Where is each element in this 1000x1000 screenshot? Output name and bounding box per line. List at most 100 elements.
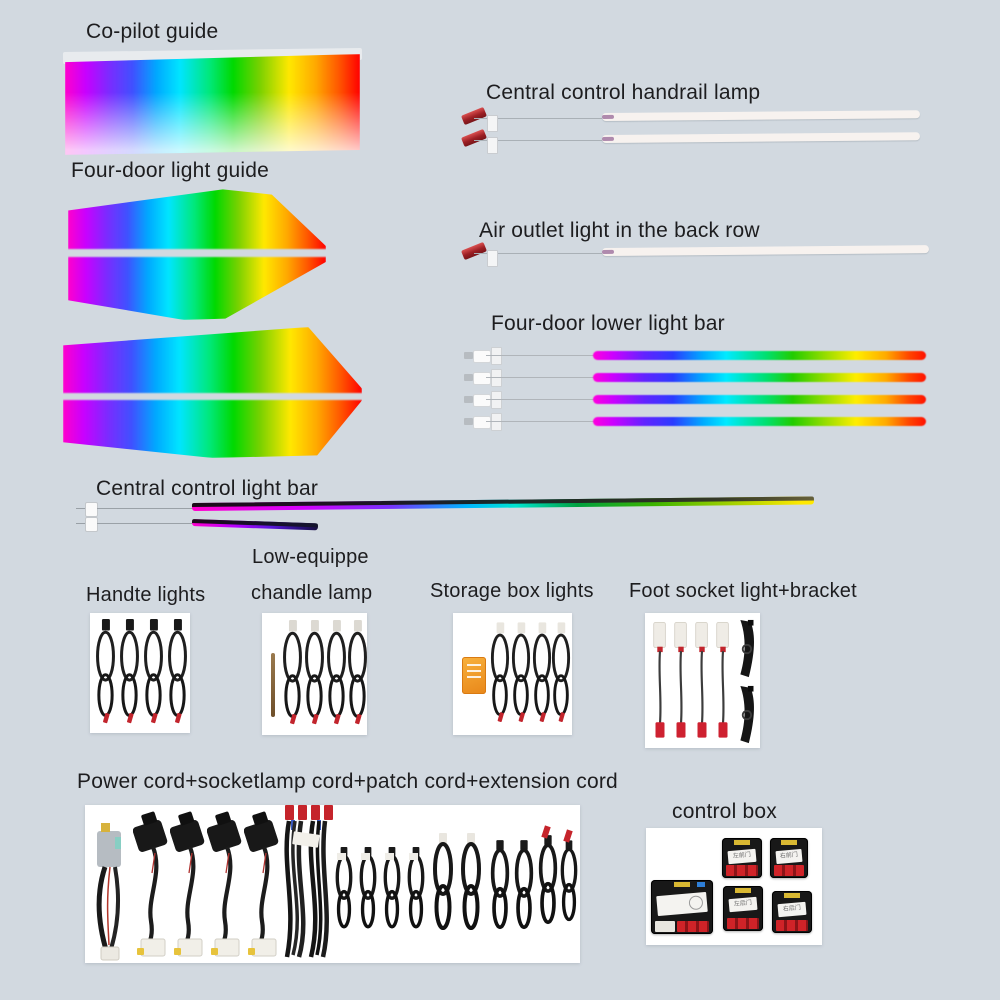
yellow-tab [674, 882, 690, 887]
storage-box-lights-photo [453, 613, 572, 735]
power-cord-set-label: Power cord+socketlamp cord+patch cord+ex… [77, 770, 618, 793]
gray-plug [464, 374, 473, 381]
central-bar-label: Central control light bar [96, 477, 319, 500]
fuse-cord [169, 811, 206, 956]
lower-light-strip [464, 390, 930, 409]
yellow-tab [781, 840, 797, 845]
cable-set-illustration [96, 805, 578, 961]
handrail-lamp-bar [461, 106, 932, 132]
module-label: 左前门 [727, 848, 757, 865]
white-connector [473, 372, 491, 385]
four-door-guide-arrow-panel-2 [63, 327, 362, 458]
fuse-cord [132, 811, 169, 956]
gray-plug [464, 418, 473, 425]
storage-box-lights-label: Storage box lights [430, 580, 594, 602]
control-box-label: control box [672, 800, 777, 823]
fuse-cord [243, 811, 280, 956]
handle-lights-label: Handte lights [86, 584, 206, 606]
white-connector [473, 350, 491, 363]
light-tube [601, 132, 921, 143]
red-ports [727, 918, 759, 929]
power-cord-set-photo [85, 805, 580, 963]
power-harness [96, 823, 121, 961]
wire [474, 118, 602, 119]
wire [486, 399, 594, 400]
white-clip [491, 413, 502, 431]
handle-lights-photo [90, 613, 190, 733]
air-outlet-lamp-bar [461, 241, 932, 267]
central-light-bar-long [76, 496, 826, 518]
red-connector [461, 106, 487, 126]
red-ports [677, 921, 709, 932]
arrow-gap [63, 392, 362, 400]
foot-socket-label: Foot socket light+bracket [629, 580, 857, 602]
white-ports [655, 921, 675, 932]
light-tube [601, 110, 921, 121]
control-module-door: 右后门 [772, 891, 812, 933]
wire [486, 355, 594, 356]
central-light-bar-short [76, 515, 826, 533]
orange-control-module [462, 657, 486, 694]
cable-bundle [284, 805, 333, 958]
red-ports [774, 865, 804, 876]
red-ports [726, 865, 758, 876]
wire [474, 253, 602, 254]
lower-light-strip [464, 368, 930, 387]
red-ports [776, 920, 808, 931]
gray-plug [464, 396, 473, 403]
handrail-lamp-bar [461, 128, 932, 154]
control-module-door: 左前门 [722, 838, 762, 878]
wire [486, 377, 594, 378]
fuse-cord [206, 811, 243, 956]
white-clip [491, 347, 502, 365]
red-connector [461, 241, 487, 261]
control-module-door: 左后门 [723, 886, 763, 931]
module-label: 右后门 [777, 901, 807, 918]
yellow-tab [735, 888, 751, 893]
chandle-lamp-photo [262, 613, 368, 735]
module-label: 左后门 [728, 896, 758, 913]
yellow-tab [784, 893, 800, 898]
gray-plug [464, 352, 473, 359]
low-equippe-label-line2: chandle lamp [251, 582, 373, 604]
low-equippe-label-line1: Low-equippe [252, 546, 369, 568]
four-door-guide-arrow-panel-1 [68, 189, 326, 320]
control-module-door: 右前门 [770, 838, 808, 878]
module-label [656, 891, 708, 917]
coiled-cords [335, 825, 578, 928]
light-stick [271, 653, 275, 717]
logo-icon [688, 895, 704, 911]
white-clip [487, 250, 498, 267]
co-pilot-guide-label: Co-pilot guide [86, 20, 219, 43]
foot-socket-photo [645, 613, 760, 748]
module-label: 右前门 [775, 848, 803, 865]
yellow-tab [734, 840, 750, 845]
panel-white-fade [65, 54, 360, 155]
wire [97, 523, 192, 524]
white-clip [487, 137, 498, 154]
lower-light-strip [464, 346, 930, 365]
wire [486, 421, 594, 422]
rgb-strip [593, 395, 926, 404]
foot-socket-illustration [652, 619, 755, 745]
wire [474, 140, 602, 141]
white-connector [473, 394, 491, 407]
rgb-strip [593, 417, 926, 426]
four-door-lower-label: Four-door lower light bar [491, 312, 725, 335]
light-tube [601, 245, 930, 256]
four-door-guide-label: Four-door light guide [71, 159, 269, 182]
handle-cables-illustration [95, 617, 188, 725]
white-connector [85, 502, 98, 517]
wire [97, 508, 192, 509]
white-clip [491, 369, 502, 387]
white-clip [491, 391, 502, 409]
wire-stub [76, 523, 85, 524]
red-connector [461, 128, 487, 148]
rgb-strip [593, 351, 926, 360]
white-connector [473, 416, 491, 429]
co-pilot-light-guide-panel [65, 54, 360, 155]
white-clip [487, 115, 498, 132]
white-connector [85, 517, 98, 532]
gradient-bar [191, 519, 319, 531]
